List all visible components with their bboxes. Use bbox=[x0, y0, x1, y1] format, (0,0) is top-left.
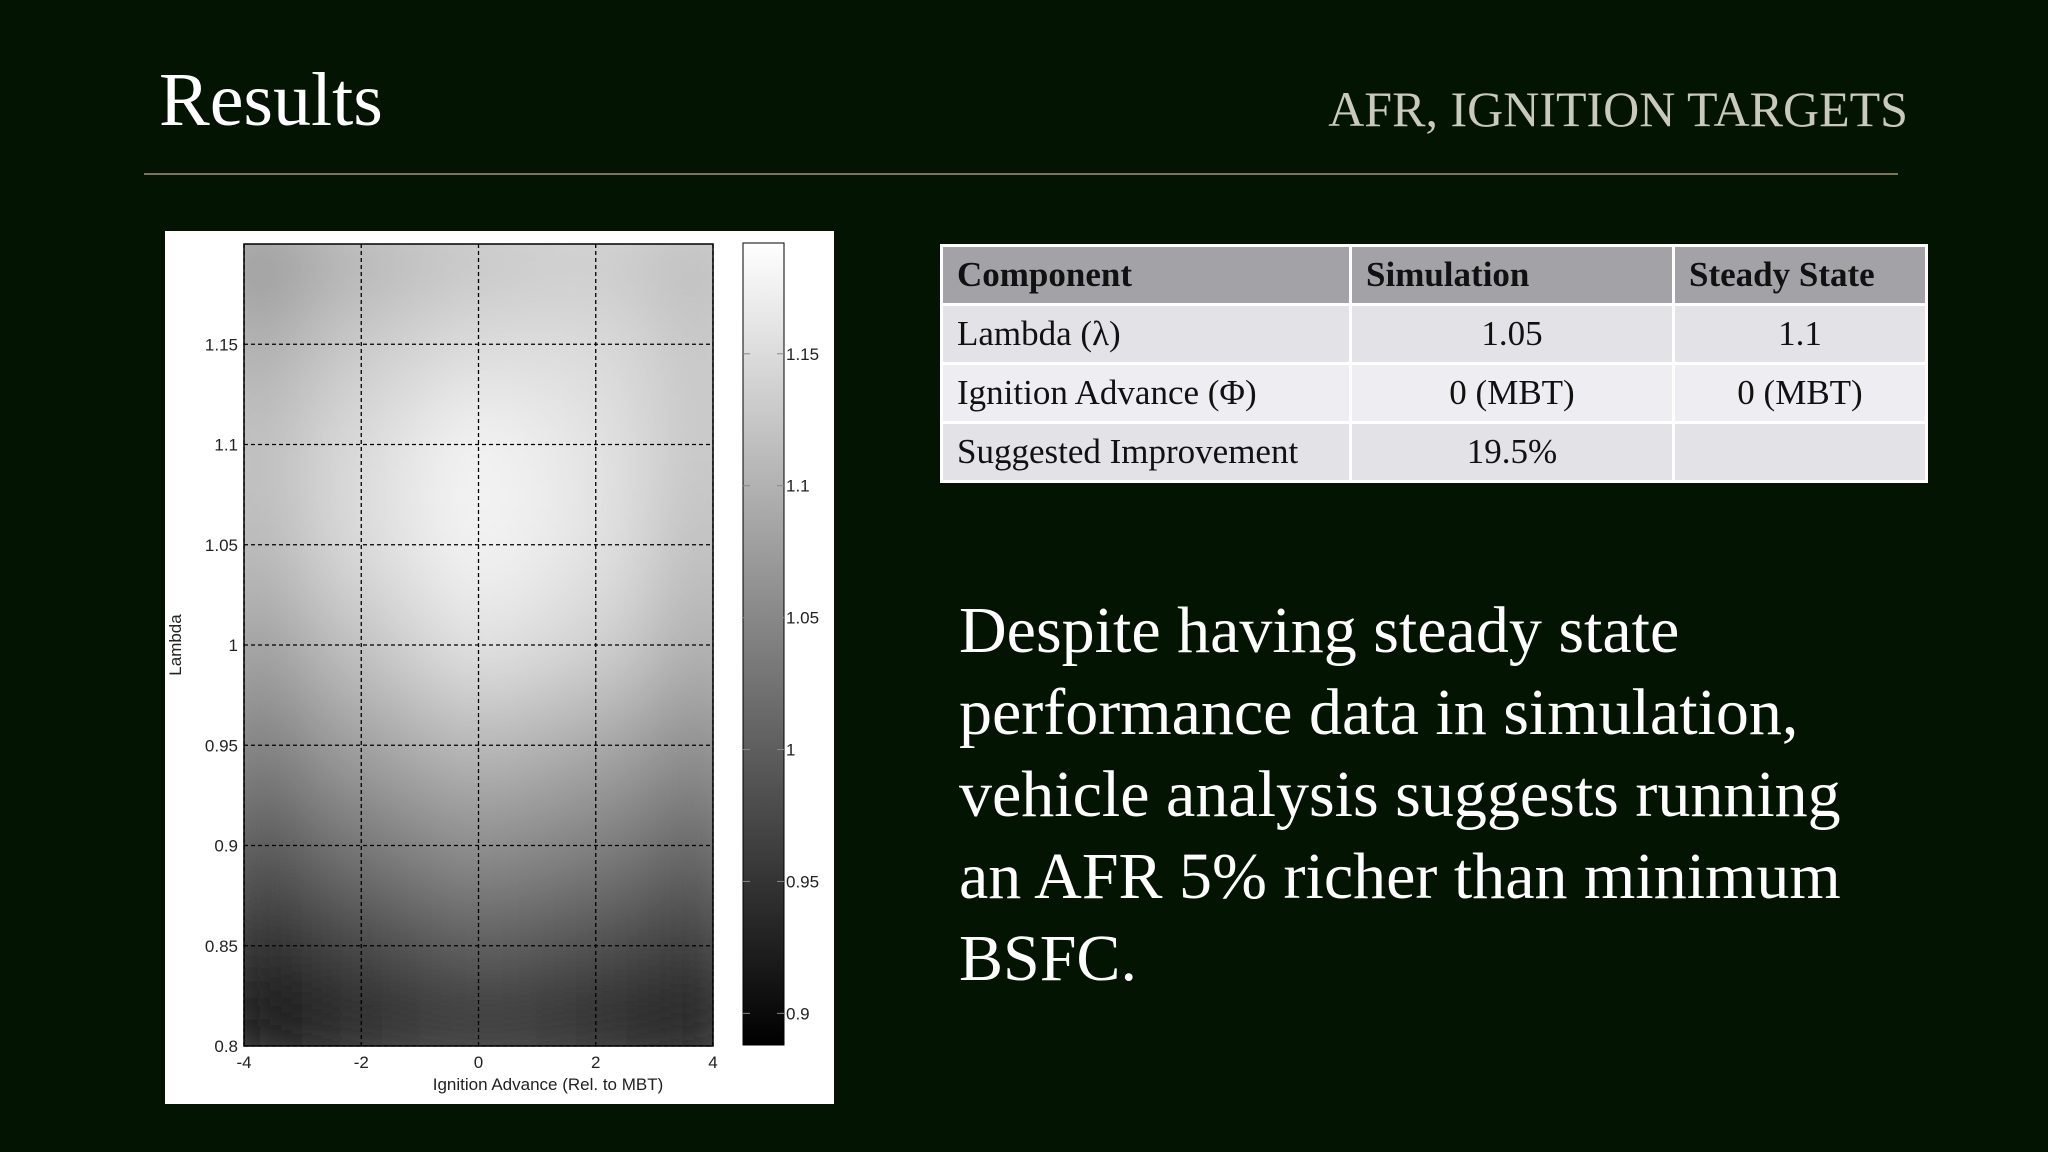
divider bbox=[144, 173, 1898, 175]
heatmap-cell bbox=[653, 244, 713, 295]
heatmap-cell bbox=[653, 995, 713, 1046]
table-cell: 0 (MBT) bbox=[1672, 362, 1928, 424]
heatmap-cell bbox=[653, 293, 713, 395]
table-row: Ignition Advance (Φ) 0 (MBT) 0 (MBT) bbox=[940, 362, 1928, 424]
header-cell: Component bbox=[940, 244, 1352, 306]
y-tick-label: 0.85 bbox=[205, 937, 238, 956]
table-cell: 1.1 bbox=[1672, 303, 1928, 365]
x-tick-label: -4 bbox=[236, 1053, 251, 1072]
colorbar-tick-label: 1.15 bbox=[786, 345, 819, 364]
y-tick-label: 1.05 bbox=[205, 536, 238, 555]
header-cell: Steady State bbox=[1672, 244, 1928, 306]
plot-frame bbox=[243, 243, 714, 1047]
heatmap-cell bbox=[653, 494, 713, 596]
colorbar-tick-label: 1.1 bbox=[786, 477, 810, 496]
x-tick-label: -2 bbox=[354, 1053, 369, 1072]
y-tick-label: 1 bbox=[229, 636, 238, 655]
table-cell: Ignition Advance (Φ) bbox=[940, 362, 1352, 424]
table-cell: 1.05 bbox=[1349, 303, 1675, 365]
table-header: Component Simulation Steady State bbox=[940, 244, 1928, 306]
table-cell: 0 (MBT) bbox=[1349, 362, 1675, 424]
colorbar-tick-label: 0.9 bbox=[786, 1004, 810, 1023]
colorbar-tick-label: 1 bbox=[786, 741, 795, 760]
heatmap-cell bbox=[653, 794, 713, 897]
x-axis-label: Ignition Advance (Rel. to MBT) bbox=[433, 1075, 664, 1094]
table-row: Lambda (λ) 1.05 1.1 bbox=[940, 303, 1928, 365]
x-tick-label: 0 bbox=[474, 1053, 483, 1072]
table-cell bbox=[1672, 421, 1928, 483]
x-tick-label: 2 bbox=[591, 1053, 600, 1072]
table-cell: 19.5% bbox=[1349, 421, 1675, 483]
heatmap-cell bbox=[653, 694, 713, 796]
heatmap-cell bbox=[244, 244, 304, 295]
heatmap-cell bbox=[244, 995, 304, 1046]
body-text: Despite having steady state performance … bbox=[959, 594, 1841, 995]
y-tick-label: 1.1 bbox=[214, 436, 238, 455]
y-tick-label: 1.15 bbox=[205, 335, 238, 354]
heatmap-cell bbox=[302, 393, 421, 496]
table-row: Suggested Improvement 19.5% bbox=[940, 421, 1928, 483]
colorbar-tick-label: 0.95 bbox=[786, 872, 819, 891]
heatmap-cell bbox=[653, 594, 713, 696]
heatmap-cell bbox=[653, 393, 713, 496]
y-axis-label: Lambda bbox=[166, 614, 185, 676]
table-cell: Suggested Improvement bbox=[940, 421, 1352, 483]
slide-subtitle: AFR, IGNITION TARGETS bbox=[1328, 81, 1908, 137]
heatmap-cell bbox=[302, 794, 421, 897]
x-tick-label: 4 bbox=[708, 1053, 717, 1072]
colorbar-tick-label: 1.05 bbox=[786, 609, 819, 628]
results-table: Component Simulation Steady State Lambda (… bbox=[940, 244, 1928, 483]
heatmap-cell bbox=[653, 895, 713, 997]
y-tick-label: 0.8 bbox=[214, 1037, 238, 1056]
table-cell: Lambda (λ) bbox=[940, 303, 1352, 365]
colorbar bbox=[742, 242, 785, 1046]
y-tick-label: 0.95 bbox=[205, 736, 238, 755]
y-tick-label: 0.9 bbox=[214, 837, 238, 856]
slide-title: Results bbox=[159, 58, 383, 142]
header-cell: Simulation bbox=[1349, 244, 1675, 306]
